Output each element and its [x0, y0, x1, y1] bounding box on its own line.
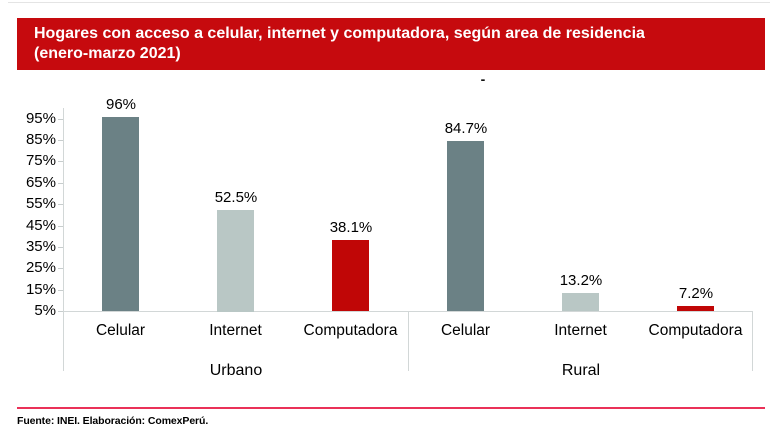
y-axis-tick — [58, 290, 63, 291]
bar-value-label-internet-urbano: 52.5% — [214, 189, 258, 206]
y-axis-tick — [58, 119, 63, 120]
bar-value-label-celular-rural: 84.7% — [444, 120, 488, 137]
category-separator-right — [752, 311, 753, 371]
y-axis-tick — [58, 204, 63, 205]
y-axis-tick — [58, 183, 63, 184]
page-top-border — [8, 2, 770, 3]
bar-internet-rural — [562, 293, 599, 311]
y-axis-tick-label: 45% — [25, 217, 56, 234]
category-label-celular-urbano: Celular — [95, 322, 146, 339]
bar-internet-urbano — [217, 210, 254, 312]
y-axis-line — [63, 108, 64, 371]
source-note: Fuente: INEI. Elaboración: ComexPerú. — [17, 415, 209, 427]
bar-value-label-computadora-rural: 7.2% — [678, 285, 714, 302]
bar-value-label-computadora-urbano: 38.1% — [329, 219, 373, 236]
category-separator-middle — [408, 311, 409, 371]
bar-computadora-rural — [677, 306, 714, 311]
y-axis-tick-label: 65% — [25, 174, 56, 191]
category-label-computadora-urbano: Computadora — [303, 322, 398, 339]
y-axis-tick — [58, 226, 63, 227]
y-axis-tick — [58, 161, 63, 162]
y-axis-tick-label: 25% — [25, 259, 56, 276]
y-axis-tick-label: 15% — [25, 281, 56, 298]
y-axis-tick-label: 85% — [25, 131, 56, 148]
y-axis-tick-label: 35% — [25, 238, 56, 255]
y-axis-tick — [58, 140, 63, 141]
category-label-internet-urbano: Internet — [209, 322, 262, 339]
category-label-celular-rural: Celular — [440, 322, 491, 339]
chart-title-line2: (enero-marzo 2021) — [34, 45, 181, 62]
stray-dash-text: - — [480, 71, 486, 87]
chart-title-banner: Hogares con acceso a celular, internet y… — [17, 18, 765, 70]
bar-celular-urbano — [102, 117, 139, 311]
y-axis-tick — [58, 268, 63, 269]
category-label-internet-rural: Internet — [554, 322, 607, 339]
y-axis-tick — [58, 311, 63, 312]
y-axis-tick-label: 5% — [34, 302, 56, 319]
bar-value-label-internet-rural: 13.2% — [559, 272, 603, 289]
footer-divider — [17, 407, 765, 409]
bar-value-label-celular-urbano: 96% — [105, 96, 137, 113]
bar-celular-rural — [447, 141, 484, 311]
y-axis-tick — [58, 247, 63, 248]
group-label-rural: Rural — [561, 362, 601, 379]
chart-title-line1: Hogares con acceso a celular, internet y… — [34, 25, 645, 42]
group-label-urbano: Urbano — [209, 362, 263, 379]
y-axis-tick-label: 55% — [25, 195, 56, 212]
category-label-computadora-rural: Computadora — [648, 322, 743, 339]
bar-computadora-urbano — [332, 240, 369, 311]
y-axis-tick-label: 95% — [25, 110, 56, 127]
y-axis-tick-label: 75% — [25, 152, 56, 169]
